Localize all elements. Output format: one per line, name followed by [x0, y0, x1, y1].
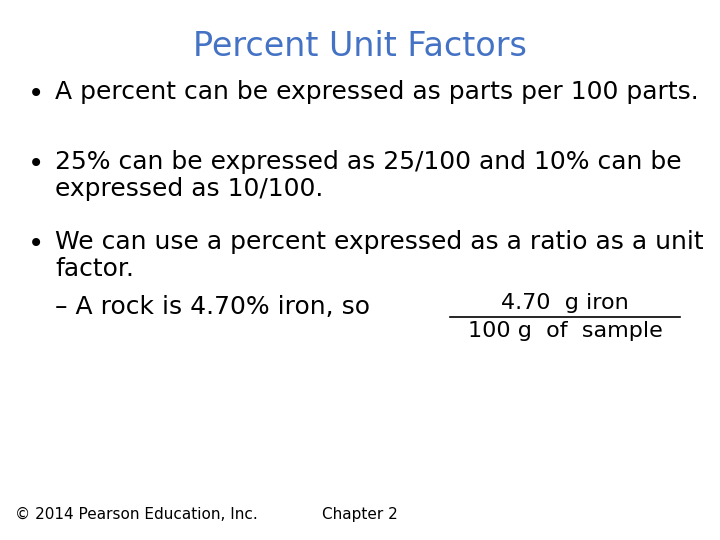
Text: A percent can be expressed as parts per 100 parts.: A percent can be expressed as parts per … [55, 80, 698, 104]
Text: 100 g  of  sample: 100 g of sample [467, 321, 662, 341]
Text: •: • [28, 230, 44, 258]
Text: Chapter 2: Chapter 2 [322, 507, 398, 522]
Text: Percent Unit Factors: Percent Unit Factors [193, 30, 527, 63]
Text: factor.: factor. [55, 257, 134, 281]
Text: 25% can be expressed as 25/100 and 10% can be: 25% can be expressed as 25/100 and 10% c… [55, 150, 682, 174]
Text: © 2014 Pearson Education, Inc.: © 2014 Pearson Education, Inc. [15, 507, 258, 522]
Text: 4.70  g iron: 4.70 g iron [501, 293, 629, 313]
Text: •: • [28, 150, 44, 178]
Text: We can use a percent expressed as a ratio as a unit: We can use a percent expressed as a rati… [55, 230, 703, 254]
Text: •: • [28, 80, 44, 108]
Text: expressed as 10/100.: expressed as 10/100. [55, 177, 323, 201]
Text: – A rock is 4.70% iron, so: – A rock is 4.70% iron, so [55, 295, 370, 319]
